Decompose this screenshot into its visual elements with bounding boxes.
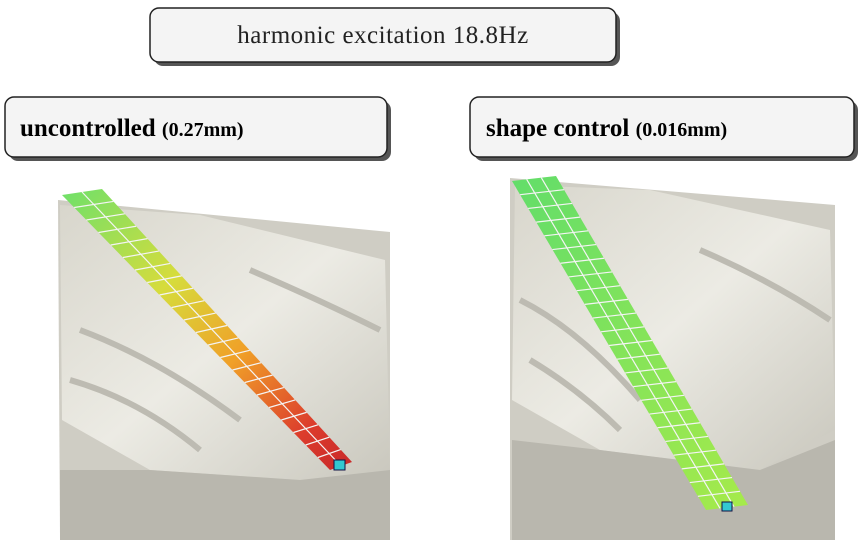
panel-name: uncontrolled <box>20 115 156 142</box>
panel-name: shape control <box>486 115 629 142</box>
title: harmonic excitation 18.8Hz <box>237 22 528 49</box>
panel-label: shape control (0.016mm) <box>486 115 727 142</box>
panel-value: (0.27mm) <box>162 119 244 141</box>
figure: harmonic excitation 18.8Hz uncontrolled … <box>0 0 863 540</box>
photo-uncontrolled <box>58 189 390 540</box>
panel-label: uncontrolled (0.27mm) <box>20 115 244 142</box>
photo-shape-control <box>510 176 835 540</box>
panel-value: (0.016mm) <box>636 119 728 141</box>
